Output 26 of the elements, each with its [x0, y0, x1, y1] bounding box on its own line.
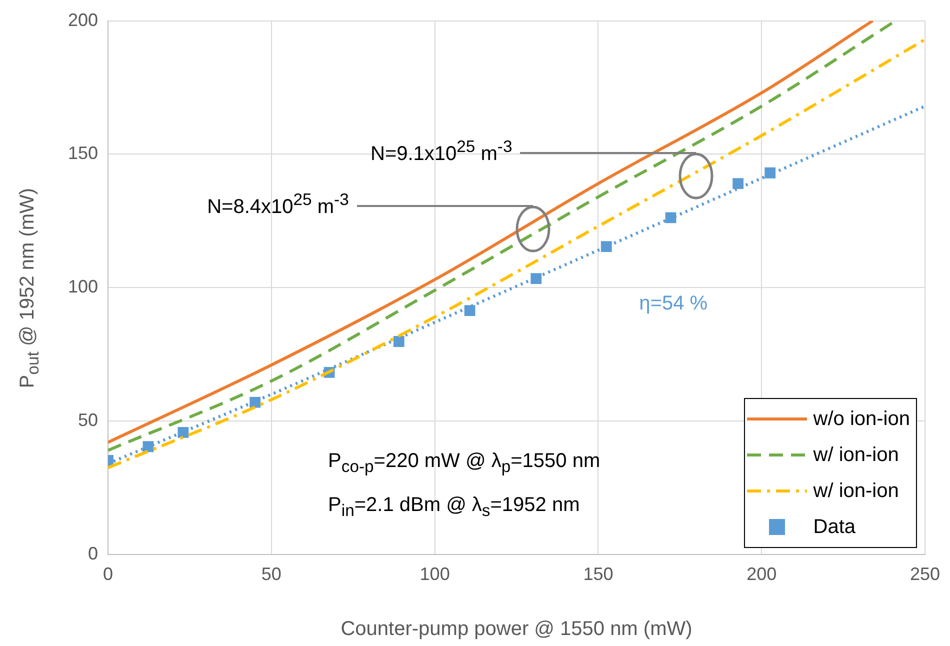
legend-label: w/ ion-ion: [813, 480, 899, 503]
x-tick-label: 150: [583, 564, 614, 584]
x-axis-title: Counter-pump power @ 1550 nm (mW): [340, 618, 692, 642]
y-tick-label: 200: [68, 10, 98, 30]
legend-label: w/ ion-ion: [813, 444, 899, 467]
y-tick-label: 50: [78, 410, 98, 430]
point: [732, 178, 744, 189]
legend-label: w/o ion-ion: [813, 408, 910, 431]
x-tick-label: 0: [103, 564, 114, 584]
point: [393, 336, 404, 347]
annotation: η=54 %: [639, 292, 708, 316]
annotation: P$_{in}$=2.1 dBm @ λ$_{s}$=1952 nm: [328, 493, 581, 522]
x-tick-label: 100: [420, 564, 450, 584]
annotation: N=8.4x10$^{25}$ m$^{-3}$: [207, 190, 349, 219]
x-tick-label: 200: [746, 564, 777, 584]
point: [600, 241, 612, 252]
legend-label: Data: [813, 516, 856, 539]
y-tick-label: 0: [88, 543, 98, 564]
x-tick-label: 250: [910, 564, 940, 584]
y-tick-label: 100: [68, 276, 98, 297]
x-tick-label: 50: [261, 564, 282, 584]
annotation: N=9.1x10$^{25}$ m$^{-3}$: [370, 136, 512, 166]
annotation: P$_{co-p}$=220 mW @ λ$_{p}$=1550 nm: [328, 449, 600, 478]
y-tick-label: 150: [68, 143, 98, 164]
point: [530, 273, 542, 284]
point: [764, 167, 776, 178]
